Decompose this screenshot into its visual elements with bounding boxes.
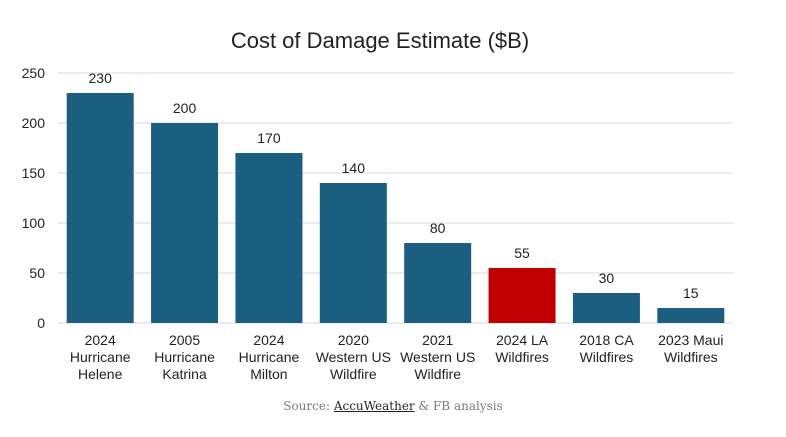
data-label: 200 (173, 100, 197, 116)
bar (572, 293, 640, 323)
category-label: 2024 LA Wildfires (495, 332, 549, 365)
bar (66, 93, 134, 323)
data-label: 80 (430, 220, 446, 236)
category-label-line: 2023 Maui (658, 332, 723, 348)
source-suffix: & FB analysis (414, 399, 503, 413)
category-label-line: Wildfire (330, 366, 377, 382)
category-label-line: 2005 (169, 332, 200, 348)
category-label-line: 2018 CA (579, 332, 634, 348)
data-label: 30 (599, 270, 615, 286)
chart-title: Cost of Damage Estimate ($B) (231, 28, 529, 53)
y-tick-label: 250 (22, 65, 46, 81)
category-label-line: 2024 (253, 332, 284, 348)
source-prefix: Source: (283, 399, 334, 413)
bar-chart: Cost of Damage Estimate ($B) 0 50 100 150 20… (22, 28, 733, 382)
bar (319, 183, 387, 323)
category-label-line: Wildfires (664, 349, 718, 365)
bar (151, 123, 219, 323)
category-label-line: Western US (316, 349, 391, 365)
category-label-line: Katrina (162, 366, 207, 382)
data-labels: 230 200 170 140 80 55 30 15 (89, 70, 699, 301)
category-label-line: 2024 LA (496, 332, 549, 348)
data-label: 55 (514, 245, 530, 261)
category-label-line: Wildfires (580, 349, 634, 365)
category-label-line: 2024 (85, 332, 116, 348)
category-label-line: Wildfires (495, 349, 549, 365)
bar (657, 308, 725, 323)
category-label: 2023 Maui Wildfires (658, 332, 723, 365)
data-label: 15 (683, 285, 699, 301)
y-tick-label: 150 (22, 165, 46, 181)
bar (235, 153, 303, 323)
y-axis-ticks: 0 50 100 150 200 250 (22, 65, 46, 331)
category-label: 2021 Western US Wildfire (400, 332, 475, 382)
bar (488, 268, 556, 323)
bar (404, 243, 472, 323)
data-label: 170 (257, 130, 281, 146)
category-label-line: Hurricane (154, 349, 215, 365)
bars (66, 93, 725, 323)
category-label: 2018 CA Wildfires (579, 332, 634, 365)
category-label-line: Western US (400, 349, 475, 365)
data-label: 140 (342, 160, 366, 176)
y-tick-label: 100 (22, 215, 46, 231)
category-label: 2024 Hurricane Milton (239, 332, 300, 382)
source-link[interactable]: AccuWeather (333, 399, 415, 413)
category-label-line: Milton (250, 366, 287, 382)
y-tick-label: 50 (29, 265, 45, 281)
category-label-line: Hurricane (70, 349, 131, 365)
y-tick-label: 200 (22, 115, 46, 131)
category-label: 2024 Hurricane Helene (70, 332, 131, 382)
category-label: 2020 Western US Wildfire (316, 332, 391, 382)
source-note: Source: AccuWeather & FB analysis (0, 399, 786, 413)
category-label-line: Wildfire (414, 366, 461, 382)
category-label-line: 2020 (338, 332, 369, 348)
y-tick-label: 0 (37, 315, 45, 331)
category-label: 2005 Hurricane Katrina (154, 332, 215, 382)
category-label-line: Hurricane (239, 349, 300, 365)
category-label-line: Helene (78, 366, 123, 382)
category-label-line: 2021 (422, 332, 453, 348)
data-label: 230 (89, 70, 113, 86)
